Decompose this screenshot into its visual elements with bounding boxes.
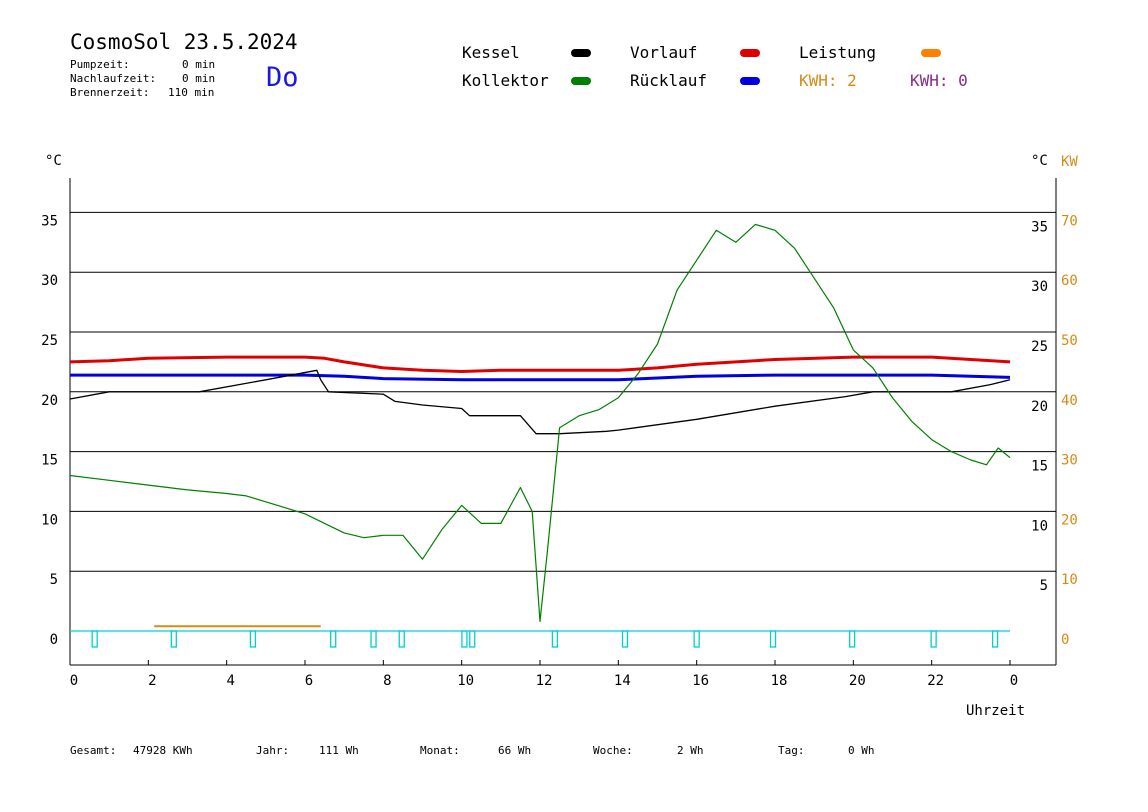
kw-tick-label: 20 [1061, 512, 1078, 528]
x-tick-label: 20 [849, 673, 866, 689]
info-label-pumpzeit: Pumpzeit: [70, 58, 130, 71]
pump-marker [693, 630, 700, 648]
y-tick-label-right: 10 [1031, 518, 1048, 534]
chart-title: CosmoSol 23.5.2024 [70, 30, 298, 54]
x-axis-label: Uhrzeit [966, 703, 1025, 719]
series-line-kollektor [69, 223, 1011, 622]
stat-label-woche: Woche: [593, 744, 633, 757]
info-label-nachlaufzeit: Nachlaufzeit: [70, 72, 157, 85]
stat-label-tag: Tag: [778, 744, 805, 757]
legend-swatch-kessel [571, 49, 591, 57]
x-tick-label: 2 [148, 673, 156, 689]
pump-marker [461, 630, 468, 648]
x-tick-label: 0 [1010, 673, 1018, 689]
legend-label-kollektor: Kollektor [462, 71, 549, 90]
pump-marker [170, 630, 177, 648]
y-tick-label-right: 30 [1031, 279, 1048, 295]
y-tick-label-right: 15 [1031, 459, 1048, 475]
y-tick-label-left: 25 [41, 333, 58, 349]
pump-marker [469, 630, 476, 648]
kw-tick-label: 70 [1061, 213, 1078, 229]
x-tick-label: 8 [383, 673, 391, 689]
kwh-burner: KWH: 0 [910, 71, 968, 90]
x-tick-label: 22 [927, 673, 944, 689]
y-tick-label-left: 35 [41, 213, 58, 229]
pump-marker [249, 630, 257, 648]
y-tick-label-left: 20 [41, 393, 58, 409]
y-unit-right: °C [1031, 153, 1048, 169]
legend-swatch-ruecklauf [740, 77, 760, 85]
x-tick-label: 18 [771, 673, 788, 689]
pump-marker [769, 630, 777, 648]
info-value-nachlaufzeit: 0 min [182, 72, 216, 85]
y-tick-label-left: 10 [41, 512, 58, 528]
x-tick-label: 0 [70, 673, 78, 689]
y-tick-label-left: 5 [50, 572, 58, 588]
pump-marker [930, 630, 937, 648]
x-tick-label: 14 [614, 673, 631, 689]
kwh-solar: KWH: 2 [799, 71, 857, 90]
pump-marker [370, 630, 377, 648]
x-tick-label: 16 [692, 673, 709, 689]
y-tick-label-left: 15 [41, 453, 58, 469]
x-tick-label: 10 [457, 673, 474, 689]
x-tick-label: 6 [305, 673, 313, 689]
stat-value-tag: 0 Wh [848, 744, 875, 757]
legend-label-ruecklauf: Rücklauf [630, 71, 708, 90]
pump-marker [551, 630, 559, 648]
stat-label-jahr: Jahr: [256, 744, 290, 757]
legend-label-vorlauf: Vorlauf [630, 43, 698, 62]
x-tick-label: 12 [536, 673, 553, 689]
pump-marker [621, 630, 629, 648]
y-tick-label-left: 30 [41, 273, 58, 289]
legend-swatch-leistung [921, 49, 941, 57]
pump-marker [330, 630, 337, 648]
stat-label-gesamt: Gesamt: [70, 744, 117, 757]
kw-tick-label: 30 [1061, 453, 1078, 469]
info-value-brennerzeit: 110 min [168, 86, 215, 99]
x-tick-label: 4 [226, 673, 234, 689]
stat-label-monat: Monat: [420, 744, 460, 757]
pump-marker [91, 630, 98, 648]
kw-tick-label: 0 [1061, 632, 1069, 648]
stat-value-woche: 2 Wh [677, 744, 704, 757]
series-line-vorlauf [69, 355, 1011, 373]
legend-label-leistung: Leistung [799, 43, 877, 62]
y-tick-label-right: 20 [1031, 399, 1048, 415]
legend-label-kessel: Kessel [462, 43, 520, 62]
weekday-label: Do [266, 62, 299, 93]
series-line-kessel [69, 369, 1011, 435]
y-tick-label-right: 25 [1031, 339, 1048, 355]
kw-tick-label: 10 [1061, 572, 1078, 588]
stat-value-jahr: 111 Wh [319, 744, 359, 757]
legend-swatch-vorlauf [740, 49, 760, 57]
kw-tick-label: 40 [1061, 393, 1078, 409]
kw-tick-label: 50 [1061, 333, 1078, 349]
legend-swatch-kollektor [571, 77, 591, 85]
series-line-ruecklauf [70, 373, 1011, 382]
y-tick-label-right: 5 [1040, 578, 1048, 594]
pump-marker [398, 630, 405, 648]
stat-value-monat: 66 Wh [498, 744, 532, 757]
y-unit-left: °C [45, 153, 62, 169]
pump-marker [991, 630, 999, 648]
kw-tick-label: 60 [1061, 273, 1078, 289]
stat-value-gesamt: 47928 KWh [133, 744, 193, 757]
y-tick-label-left: 0 [50, 632, 58, 648]
info-label-brennerzeit: Brennerzeit: [70, 86, 150, 99]
info-value-pumpzeit: 0 min [182, 58, 216, 71]
kw-unit: KW [1061, 154, 1078, 170]
pump-marker [849, 630, 856, 648]
y-tick-label-right: 35 [1031, 219, 1048, 235]
